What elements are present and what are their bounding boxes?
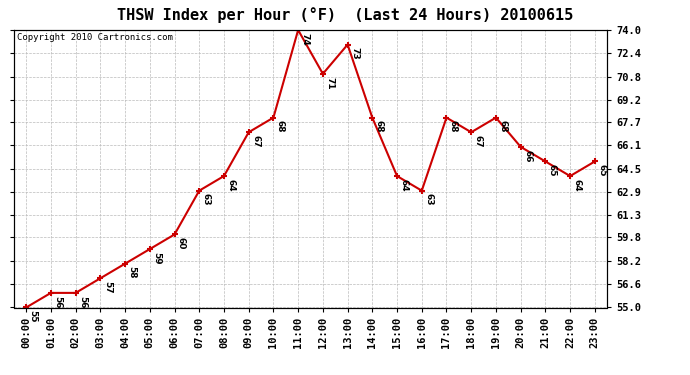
- Text: 68: 68: [276, 120, 285, 133]
- Text: 74: 74: [301, 33, 310, 45]
- Text: 67: 67: [251, 135, 260, 148]
- Text: 58: 58: [128, 267, 137, 279]
- Text: 60: 60: [177, 237, 186, 250]
- Text: 64: 64: [400, 179, 408, 192]
- Text: 64: 64: [573, 179, 582, 192]
- Text: 65: 65: [598, 164, 607, 177]
- Text: 68: 68: [498, 120, 507, 133]
- Text: 71: 71: [325, 76, 335, 89]
- Text: THSW Index per Hour (°F)  (Last 24 Hours) 20100615: THSW Index per Hour (°F) (Last 24 Hours)…: [117, 8, 573, 23]
- Text: 63: 63: [201, 194, 210, 206]
- Text: 57: 57: [103, 281, 112, 294]
- Text: 68: 68: [375, 120, 384, 133]
- Text: 65: 65: [548, 164, 557, 177]
- Text: 66: 66: [523, 150, 532, 162]
- Text: 55: 55: [28, 310, 38, 323]
- Text: 56: 56: [53, 296, 62, 308]
- Text: 56: 56: [78, 296, 87, 308]
- Text: 68: 68: [449, 120, 458, 133]
- Text: 73: 73: [350, 47, 359, 60]
- Text: Copyright 2010 Cartronics.com: Copyright 2010 Cartronics.com: [17, 33, 172, 42]
- Text: 63: 63: [424, 194, 433, 206]
- Text: 64: 64: [226, 179, 235, 192]
- Text: 67: 67: [473, 135, 483, 148]
- Text: 59: 59: [152, 252, 161, 264]
